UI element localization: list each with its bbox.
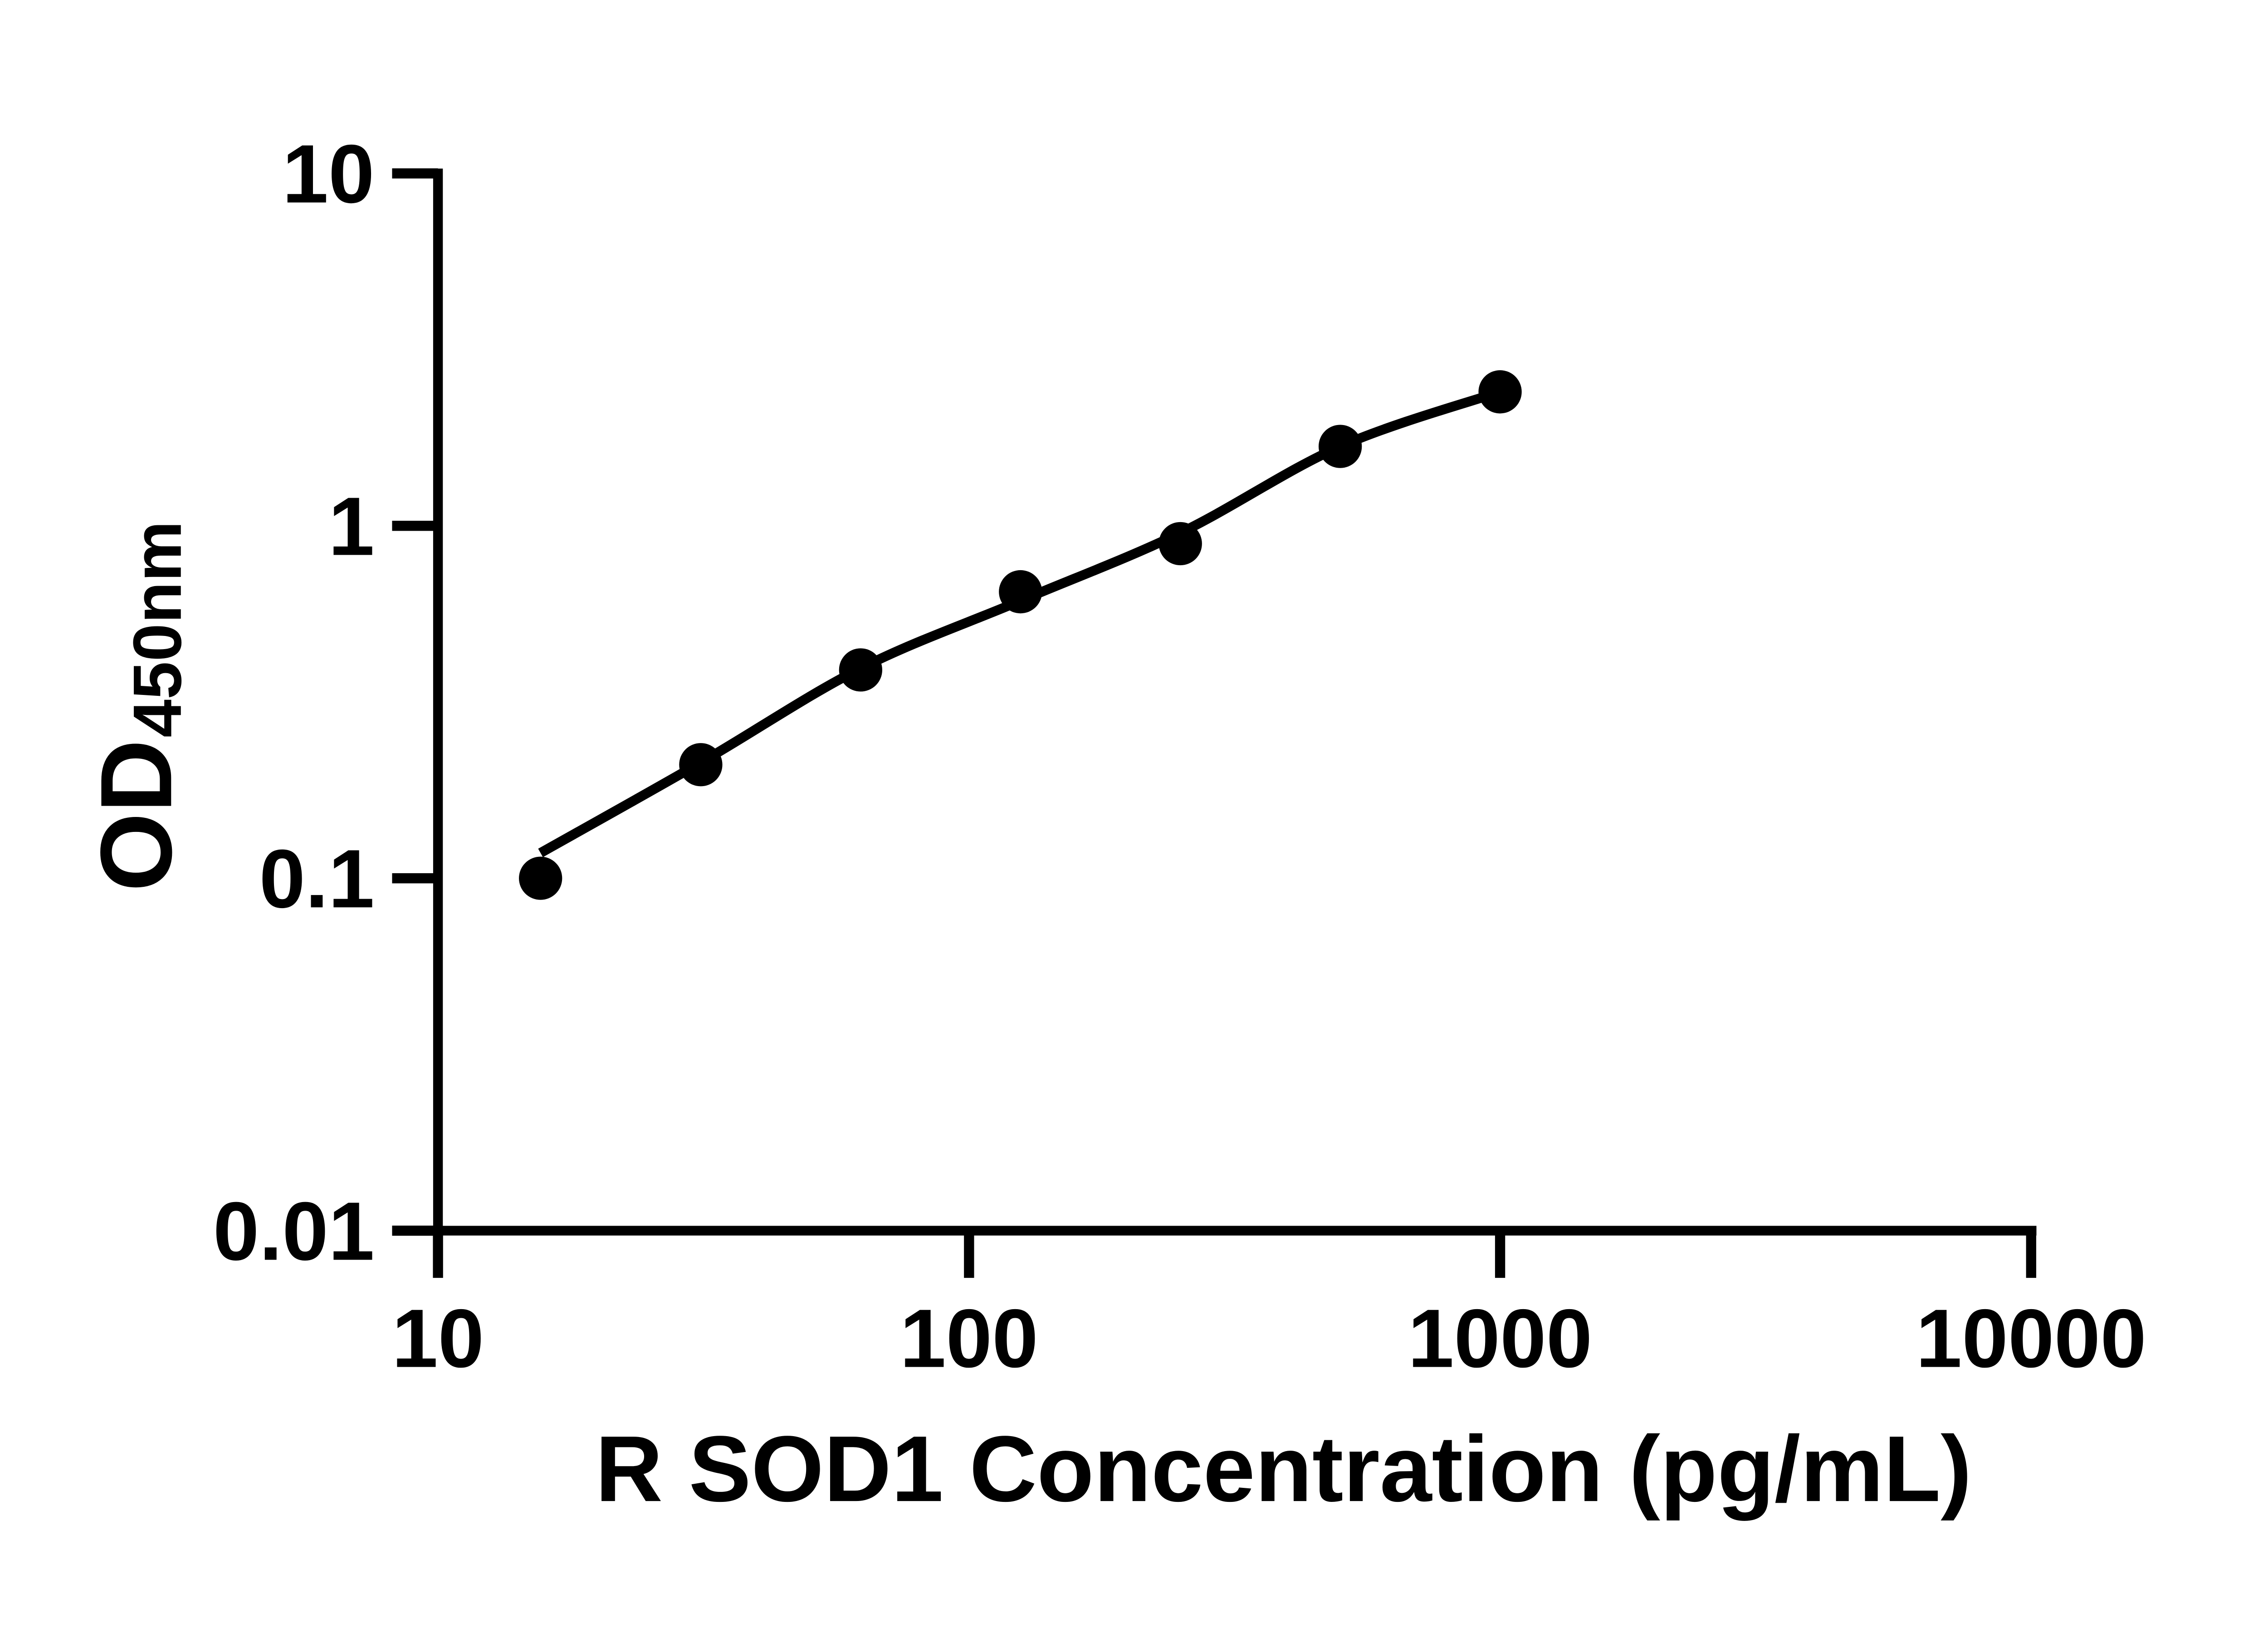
y-axis-title-main: OD: [80, 739, 193, 891]
data-point: [1319, 425, 1362, 468]
tick-marks: [392, 168, 2037, 1278]
data-points-layer: [519, 370, 1522, 900]
y-tick-label-10: 10: [282, 127, 374, 220]
y-axis-title-sub: 450nm: [119, 521, 196, 738]
data-point: [679, 743, 723, 787]
data-point: [1158, 522, 1202, 566]
x-tick-label-1000: 1000: [1408, 1292, 1593, 1385]
data-point: [519, 856, 562, 900]
data-point: [999, 570, 1042, 614]
data-point: [1478, 370, 1522, 414]
y-axis-title: OD 450nm: [80, 521, 195, 891]
y-tick-label-1: 1: [328, 480, 375, 572]
x-axis-title: R SOD1 Concentration (pg/mL): [595, 1416, 1972, 1521]
y-tick-label-0.1: 0.1: [259, 832, 374, 925]
x-tick-label-100: 100: [900, 1292, 1038, 1385]
x-tick-label-10000: 10000: [1916, 1292, 2146, 1385]
y-tick-label-0.01: 0.01: [213, 1185, 375, 1277]
axes: [392, 168, 2037, 1236]
data-point: [839, 648, 883, 692]
x-tick-label-10: 10: [392, 1292, 484, 1385]
